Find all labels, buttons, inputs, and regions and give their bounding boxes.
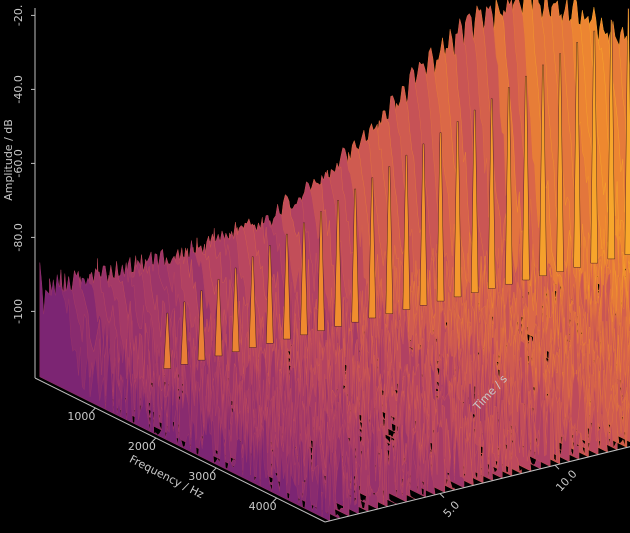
tone-peak (470, 109, 479, 293)
amplitude-tick-label: -60.0 (12, 149, 25, 177)
tone-peak (300, 222, 308, 336)
tone-peak (539, 64, 547, 276)
tone-peak (419, 143, 428, 306)
tone-peak (488, 98, 496, 289)
tone-peak (368, 177, 376, 319)
surface-slice (49, 276, 340, 519)
time-tick-label: 10.0 (553, 467, 579, 494)
frequency-tick (151, 437, 157, 443)
amplitude-ticks: -20. -40.0 -60.0 -80.0 -100 (12, 5, 35, 324)
tone-peak (385, 166, 394, 314)
tone-peak (436, 132, 445, 302)
tone-peak (522, 75, 530, 281)
tone-peak (607, 19, 616, 260)
tone-peak (334, 200, 342, 327)
frequency-tick-label: 2000 (128, 440, 156, 453)
frequency-ticks: 1000 2000 3000 4000 (67, 407, 278, 513)
time-tick-label: 5.0 (441, 498, 462, 520)
frequency-tick-label: 4000 (249, 500, 277, 513)
amplitude-tick-label: -80.0 (12, 223, 25, 251)
tone-peak (453, 121, 462, 298)
tone-peak (214, 279, 223, 357)
time-axis-line (324, 446, 630, 523)
tone-peak (556, 53, 564, 272)
amplitude-tick-label: -40.0 (12, 75, 25, 103)
tone-peak (505, 87, 513, 285)
tone-peak (163, 312, 172, 369)
frequency-tick (91, 407, 96, 413)
frequency-tick-label: 1000 (67, 410, 95, 423)
amplitude-tick-label: -100 (12, 299, 25, 324)
tone-peak (249, 256, 257, 348)
frequency-tick (272, 497, 278, 503)
amplitude-axis-title: Amplitude / dB (2, 119, 15, 201)
time-tick (554, 464, 560, 470)
tone-peak (283, 233, 291, 340)
tone-peak (573, 42, 581, 268)
frequency-tick (211, 467, 217, 473)
tone-peak (231, 267, 240, 352)
amplitude-tick-label: -20. (12, 5, 25, 26)
surface-slice (39, 262, 331, 522)
tone-peak (180, 301, 189, 365)
tone-peak (402, 154, 411, 310)
tone-peak (197, 290, 206, 361)
tone-peak (351, 188, 359, 323)
time-tick (439, 493, 445, 498)
tone-peak-series (163, 8, 630, 369)
tone-peak (266, 245, 274, 344)
tone-peak (317, 211, 325, 331)
frequency-tick-label: 3000 (188, 470, 216, 483)
tone-peak (590, 30, 598, 264)
